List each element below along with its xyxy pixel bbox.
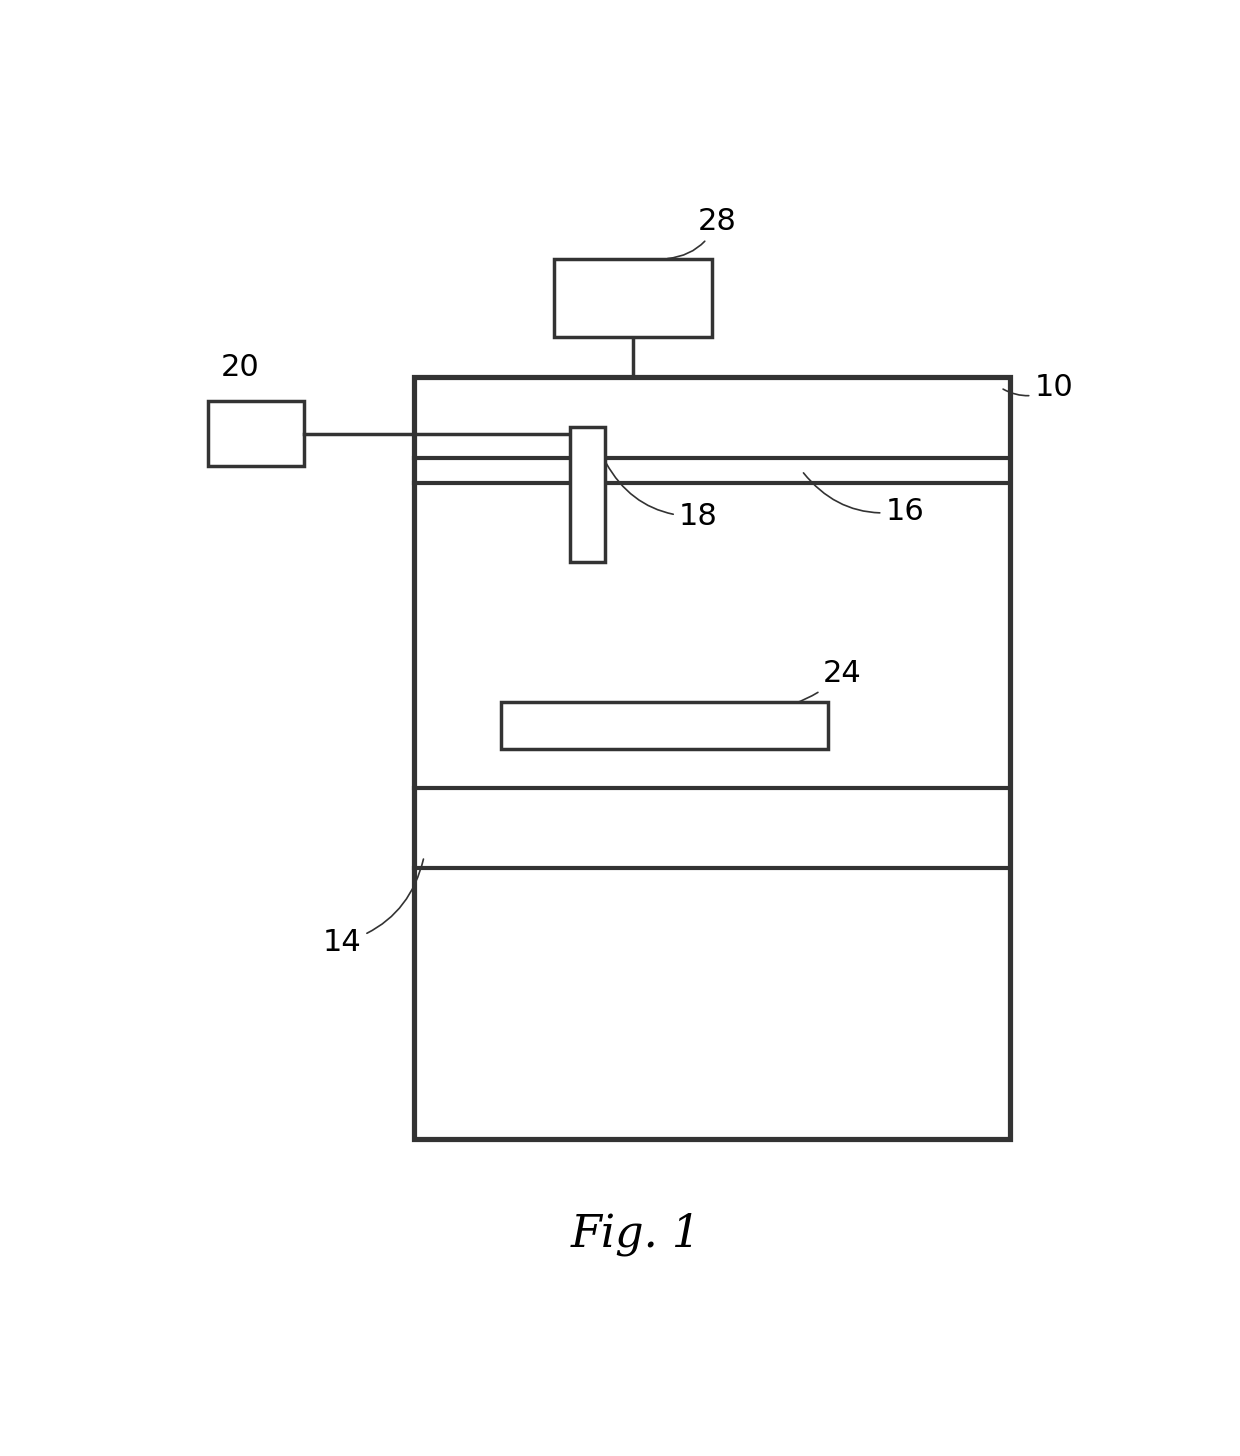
Bar (570, 427, 605, 562)
Text: 20: 20 (221, 354, 259, 381)
Bar (414, 377, 1011, 1139)
Bar (501, 702, 828, 748)
Bar (554, 259, 712, 338)
Bar (208, 402, 304, 466)
Text: 28: 28 (667, 207, 737, 259)
Text: 24: 24 (715, 660, 862, 709)
Text: 14: 14 (322, 859, 423, 957)
Text: 10: 10 (1003, 373, 1073, 402)
Text: Fig. 1: Fig. 1 (570, 1213, 701, 1257)
Text: 16: 16 (804, 473, 924, 526)
Text: 18: 18 (606, 463, 718, 531)
